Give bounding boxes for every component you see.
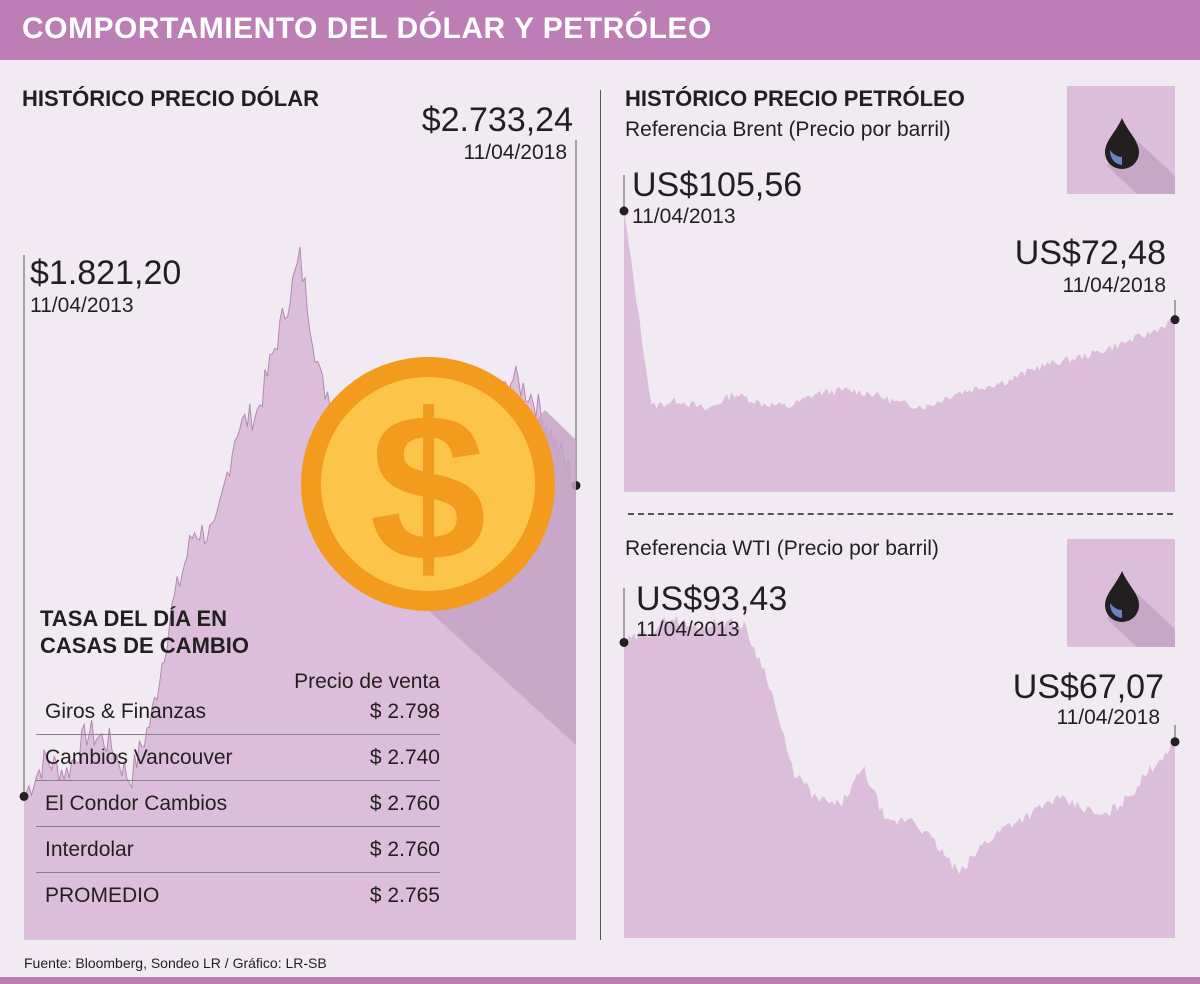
wti-area xyxy=(624,615,1175,938)
table-row: El Condor Cambios $ 2.760 xyxy=(36,780,440,827)
exchange-house-price: $ 2.760 xyxy=(369,792,440,815)
table-row-average: PROMEDIO $ 2.765 xyxy=(36,872,440,918)
exchange-house-name: Interdolar xyxy=(45,838,134,861)
exchange-table-title: TASA DEL DÍA EN CASAS DE CAMBIO xyxy=(40,605,300,659)
dollar-end-date: 11/04/2018 xyxy=(463,141,567,164)
exchange-table-title-line1: TASA DEL DÍA EN xyxy=(40,606,228,631)
oil-section-divider xyxy=(628,513,1173,515)
table-row: Giros & Finanzas $ 2.798 xyxy=(36,688,440,735)
brent-start-dot xyxy=(619,206,629,216)
oil-drop-icon xyxy=(1105,571,1175,647)
panel-divider xyxy=(600,90,601,940)
oil-drop-icon-box xyxy=(1067,539,1175,647)
dollar-start-value: $1.821,20 xyxy=(30,254,182,292)
brent-end-dot xyxy=(1170,315,1180,325)
wti-end-value: US$67,07 xyxy=(1012,668,1164,706)
source-note: Fuente: Bloomberg, Sondeo LR / Gráfico: … xyxy=(24,955,327,971)
dollar-coin-icon: $ xyxy=(301,357,576,745)
oil-section-title: HISTÓRICO PRECIO PETRÓLEO xyxy=(625,86,965,111)
brent-unit: (Precio por barril) xyxy=(788,118,951,141)
svg-text:$: $ xyxy=(370,370,487,605)
dollar-area xyxy=(24,246,576,941)
exchange-house-name: Giros & Finanzas xyxy=(45,700,207,723)
page-title: COMPORTAMIENTO DEL DÓLAR Y PETRÓLEO xyxy=(22,12,712,45)
wti-unit: (Precio por barril) xyxy=(776,537,939,560)
wti-start-date: 11/04/2013 xyxy=(636,618,740,641)
wti-end-dot xyxy=(1170,737,1180,747)
average-label: PROMEDIO xyxy=(45,884,160,907)
oil-drop-icon-box xyxy=(1067,86,1175,194)
wti-subtitle: Referencia WTI (Precio por barril) xyxy=(625,537,939,561)
exchange-table-title-line2: CASAS DE CAMBIO xyxy=(40,633,250,658)
wti-end-date: 11/04/2018 xyxy=(1056,706,1160,729)
exchange-house-price: $ 2.740 xyxy=(369,746,440,769)
average-price: $ 2.765 xyxy=(369,884,440,907)
brent-start-date: 11/04/2013 xyxy=(632,205,736,228)
exchange-house-name: Cambios Vancouver xyxy=(45,746,233,769)
exchange-house-name: El Condor Cambios xyxy=(45,792,228,815)
footer-bar xyxy=(0,977,1200,984)
dollar-section-title: HISTÓRICO PRECIO DÓLAR xyxy=(22,86,320,111)
brent-area xyxy=(624,211,1175,492)
oil-drop-icon xyxy=(1105,118,1175,194)
brent-end-date: 11/04/2018 xyxy=(1062,274,1166,297)
table-row: Interdolar $ 2.760 xyxy=(36,826,440,873)
wti-start-value: US$93,43 xyxy=(636,580,788,618)
brent-start-value: US$105,56 xyxy=(632,166,803,204)
dollar-start-date: 11/04/2013 xyxy=(30,294,134,317)
wti-ref-label: Referencia WTI xyxy=(625,537,771,560)
brent-subtitle: Referencia Brent (Precio por barril) xyxy=(625,118,951,142)
exchange-house-price: $ 2.798 xyxy=(369,700,440,723)
dollar-end-value: $2.733,24 xyxy=(421,101,573,139)
wti-start-dot xyxy=(619,637,629,647)
dollar-start-dot xyxy=(19,791,29,801)
header-bar: COMPORTAMIENTO DEL DÓLAR Y PETRÓLEO xyxy=(0,0,1200,60)
brent-end-value: US$72,48 xyxy=(1014,234,1166,272)
brent-ref-label: Referencia Brent xyxy=(625,118,783,141)
table-row: Cambios Vancouver $ 2.740 xyxy=(36,734,440,781)
exchange-house-price: $ 2.760 xyxy=(369,838,440,861)
exchange-table-column-header: Precio de venta xyxy=(294,670,440,693)
